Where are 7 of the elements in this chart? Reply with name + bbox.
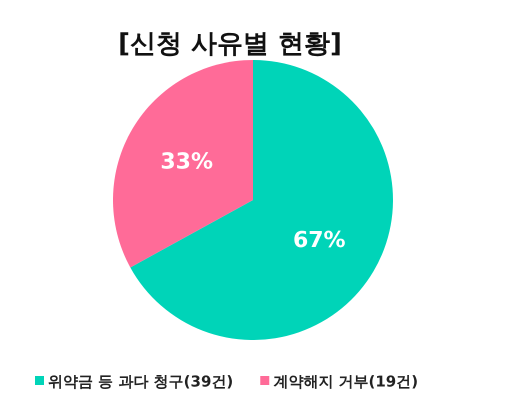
legend-label: 위약금 등 과다 청구(39건) (48, 372, 234, 390)
chart-title: [신청 사유별 현황] (118, 29, 342, 59)
legend-label: 계약해지 거부(19건) (273, 372, 418, 390)
data-label: 33% (160, 150, 214, 175)
data-label: 67% (292, 228, 346, 253)
pie-slice (130, 60, 393, 340)
pie-slice (113, 60, 253, 268)
